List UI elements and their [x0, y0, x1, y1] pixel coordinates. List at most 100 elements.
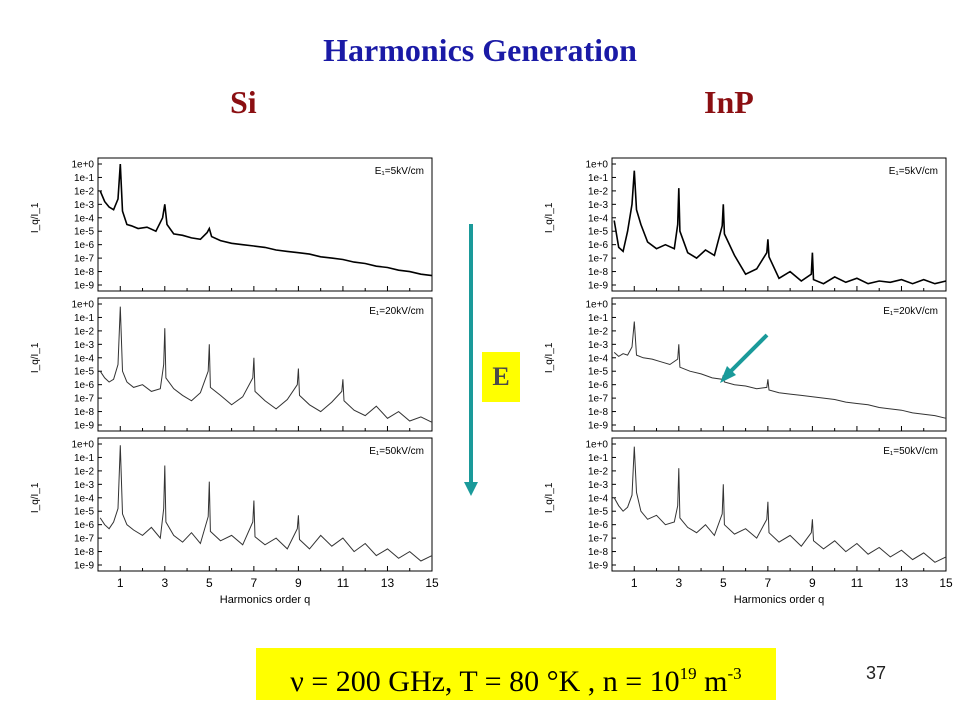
- series-line: [613, 446, 947, 563]
- y-tick-label: 1e+0: [585, 160, 608, 171]
- panel-frame: [97, 157, 433, 292]
- parameters-formula: ν = 200 GHz, T = 80 °K , n = 1019 m-3: [256, 648, 776, 700]
- y-tick-label: 1e-9: [74, 281, 94, 292]
- y-tick-label: 1e-8: [588, 407, 608, 418]
- highlight-arrow-head: [720, 366, 736, 383]
- y-tick-label: 1e-2: [74, 466, 94, 477]
- y-axis-label: I_q/I_1: [30, 202, 41, 233]
- x-tick-label: 5: [720, 576, 727, 590]
- x-tick-label: 15: [939, 576, 953, 590]
- formula-exponent: 19: [679, 664, 697, 683]
- formula-main: ν = 200 GHz, T = 80 °K , n = 10: [290, 665, 680, 698]
- y-tick-label: 1e-3: [588, 340, 608, 351]
- panel-frame: [611, 157, 947, 292]
- y-tick-label: 1e-8: [74, 547, 94, 558]
- y-axis-label: I_q/I_1: [544, 482, 555, 513]
- y-tick-label: 1e+0: [585, 440, 608, 451]
- formula-unit-exponent: -3: [727, 664, 742, 683]
- panel-frame: [611, 437, 947, 572]
- y-tick-label: 1e-7: [588, 534, 608, 545]
- y-tick-label: 1e-8: [588, 267, 608, 278]
- x-tick-label: 7: [765, 576, 772, 590]
- panel-frame: [611, 297, 947, 432]
- inp-chart: 1e+0 1e-1 1e-2 1e-3 1e-4 1e-5 1e-6 1e-7 1e-8 1e-9…: [544, 157, 953, 606]
- x-tick-label: 9: [809, 576, 816, 590]
- y-tick-label: 1e-6: [74, 520, 94, 531]
- y-tick-label: 1e-9: [588, 421, 608, 432]
- field-label: E: [482, 352, 520, 402]
- y-tick-label: 1e-2: [588, 326, 608, 337]
- y-tick-label: 1e+0: [71, 160, 94, 171]
- y-axis-label: I_q/I_1: [30, 342, 41, 373]
- field-annotation: E₁=50kV/cm: [369, 446, 424, 457]
- panel-frame: [97, 297, 433, 432]
- y-tick-label: 1e-6: [74, 240, 94, 251]
- y-tick-label: 1e-2: [74, 186, 94, 197]
- y-tick-label: 1e-5: [588, 227, 608, 238]
- y-tick-label: 1e-8: [74, 267, 94, 278]
- y-tick-label: 1e+0: [71, 300, 94, 311]
- y-tick-label: 1e-5: [74, 507, 94, 518]
- y-tick-label: 1e-6: [588, 520, 608, 531]
- x-tick-label: 3: [675, 576, 682, 590]
- y-tick-label: 1e-1: [588, 313, 608, 324]
- series-line: [99, 445, 433, 562]
- x-tick-label: 15: [425, 576, 439, 590]
- y-tick-label: 1e-8: [588, 547, 608, 558]
- y-tick-label: 1e+0: [71, 440, 94, 451]
- y-tick-label: 1e-9: [588, 561, 608, 572]
- material-label-si: Si: [230, 84, 257, 120]
- x-tick-label: 9: [295, 576, 302, 590]
- y-tick-label: 1e-6: [74, 380, 94, 391]
- y-tick-label: 1e-5: [74, 227, 94, 238]
- field-annotation: E₁=5kV/cm: [889, 166, 938, 177]
- x-tick-label: 1: [631, 576, 638, 590]
- y-tick-label: 1e-8: [74, 407, 94, 418]
- y-tick-label: 1e-2: [588, 466, 608, 477]
- y-tick-label: 1e-4: [74, 353, 94, 364]
- series-line: [99, 163, 433, 277]
- y-tick-label: 1e-7: [588, 394, 608, 405]
- y-tick-label: 1e-7: [74, 534, 94, 545]
- field-direction-arrow-head: [464, 482, 478, 496]
- y-axis-label: I_q/I_1: [30, 482, 41, 513]
- x-axis-label: Harmonics order q: [734, 594, 824, 606]
- x-tick-label: 1: [117, 576, 124, 590]
- y-tick-label: 1e-3: [588, 480, 608, 491]
- y-tick-label: 1e-2: [588, 186, 608, 197]
- x-tick-label: 11: [851, 576, 864, 590]
- page-number: 37: [866, 663, 887, 683]
- y-tick-label: 1e-7: [74, 254, 94, 265]
- field-annotation: E₁=20kV/cm: [883, 306, 938, 317]
- x-tick-label: 13: [381, 576, 395, 590]
- y-axis-label: I_q/I_1: [544, 342, 555, 373]
- y-tick-label: 1e-9: [74, 421, 94, 432]
- y-tick-label: 1e-9: [74, 561, 94, 572]
- field-annotation: E₁=5kV/cm: [375, 166, 424, 177]
- x-tick-label: 7: [251, 576, 258, 590]
- y-tick-label: 1e-6: [588, 240, 608, 251]
- y-tick-label: 1e-6: [588, 380, 608, 391]
- y-tick-label: 1e-1: [74, 453, 94, 464]
- y-tick-label: 1e-1: [588, 453, 608, 464]
- y-tick-label: 1e-3: [74, 340, 94, 351]
- si-chart: 1e+0 1e-1 1e-2 1e-3 1e-4 1e-5 1e-6 1e-7 1e-8 1e-9…: [30, 157, 439, 606]
- x-tick-label: 3: [161, 576, 168, 590]
- y-tick-label: 1e-5: [74, 367, 94, 378]
- x-tick-label: 13: [895, 576, 909, 590]
- series-line: [613, 321, 947, 419]
- x-tick-label: 5: [206, 576, 213, 590]
- field-annotation: E₁=20kV/cm: [369, 306, 424, 317]
- x-tick-label: 11: [337, 576, 350, 590]
- y-tick-label: 1e-4: [588, 353, 608, 364]
- y-tick-label: 1e-4: [74, 493, 94, 504]
- series-line: [99, 306, 433, 423]
- field-annotation: E₁=50kV/cm: [883, 446, 938, 457]
- series-line: [613, 170, 947, 285]
- y-tick-label: 1e+0: [585, 300, 608, 311]
- y-tick-label: 1e-7: [74, 394, 94, 405]
- y-tick-label: 1e-5: [588, 367, 608, 378]
- formula-unit: m: [696, 665, 728, 698]
- panel-frame: [97, 437, 433, 572]
